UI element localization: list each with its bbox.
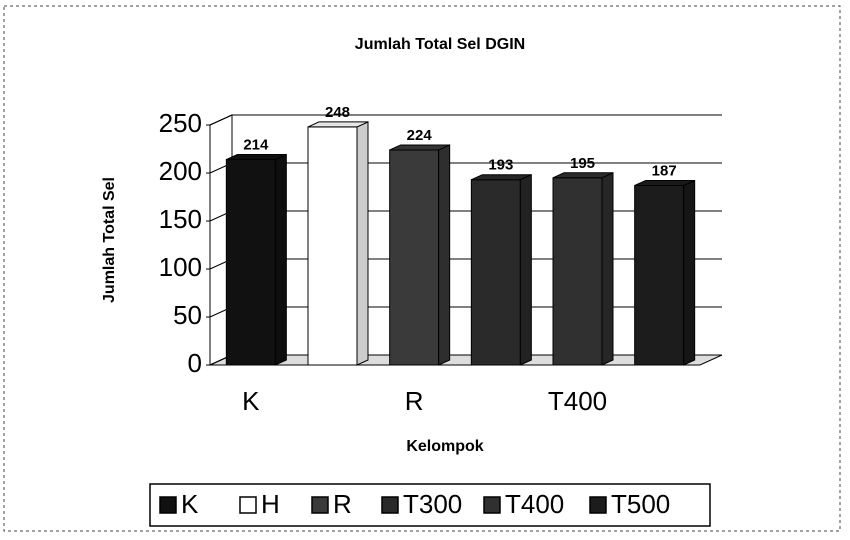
bar-top bbox=[553, 173, 613, 178]
data-label: 193 bbox=[488, 157, 513, 174]
legend-swatch bbox=[484, 497, 500, 513]
chart: Jumlah Total Sel DGIN Jumlah Total Sel K… bbox=[0, 0, 850, 535]
bar-top bbox=[308, 122, 368, 127]
legend-label: H bbox=[261, 489, 280, 519]
y-tick-label: 200 bbox=[159, 156, 202, 186]
legend-swatch bbox=[382, 497, 398, 513]
data-label: 224 bbox=[407, 127, 433, 144]
chart-title: Jumlah Total Sel DGIN bbox=[355, 36, 525, 53]
y-axis-label: Jumlah Total Sel bbox=[101, 177, 118, 303]
bar-side bbox=[439, 145, 450, 365]
legend-swatch bbox=[590, 497, 606, 513]
legend-label: R bbox=[333, 489, 352, 519]
legend-label: T500 bbox=[611, 489, 670, 519]
data-label: 214 bbox=[243, 137, 269, 154]
bar-side bbox=[684, 180, 695, 365]
bar bbox=[308, 127, 357, 365]
y-tick-label: 0 bbox=[188, 348, 202, 378]
legend-label: T400 bbox=[505, 489, 564, 519]
bar bbox=[635, 185, 684, 365]
bar-top bbox=[471, 175, 531, 180]
y-tick-label: 100 bbox=[159, 252, 202, 282]
y-tick-label: 250 bbox=[159, 108, 202, 138]
x-axis-label: Kelompok bbox=[406, 438, 483, 455]
x-tick-label: K bbox=[242, 386, 260, 416]
legend-label: T300 bbox=[403, 489, 462, 519]
bar bbox=[390, 150, 439, 365]
bar bbox=[226, 160, 275, 365]
y-tick-label: 50 bbox=[173, 300, 202, 330]
legend-label: K bbox=[181, 489, 199, 519]
bar-top bbox=[635, 180, 695, 185]
legend-swatch bbox=[312, 497, 328, 513]
bar-side bbox=[275, 155, 286, 365]
bar bbox=[553, 178, 602, 365]
x-tick-label: R bbox=[405, 386, 424, 416]
data-label: 187 bbox=[652, 162, 677, 179]
bar-top bbox=[226, 155, 286, 160]
bar-top bbox=[390, 145, 450, 150]
x-tick-label: T400 bbox=[548, 386, 607, 416]
bar-side bbox=[520, 175, 531, 365]
legend-swatch bbox=[240, 497, 256, 513]
y-tick-label: 150 bbox=[159, 204, 202, 234]
data-label: 195 bbox=[570, 155, 595, 172]
grid-line bbox=[210, 115, 232, 125]
data-label: 248 bbox=[325, 104, 350, 121]
legend-swatch bbox=[160, 497, 176, 513]
bar bbox=[471, 180, 520, 365]
bar-side bbox=[357, 122, 368, 365]
bar-side bbox=[602, 173, 613, 365]
